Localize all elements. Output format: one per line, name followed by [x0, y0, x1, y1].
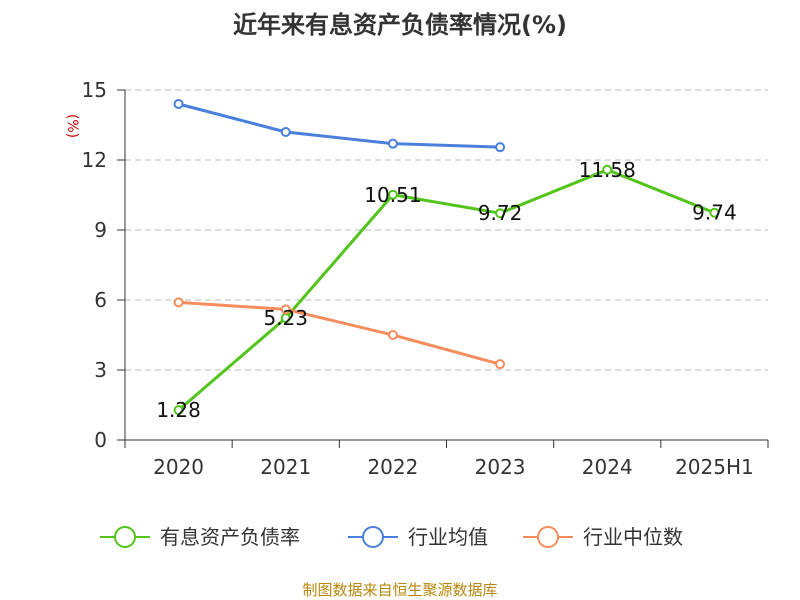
- series-line: [178, 102, 501, 149]
- y-tick-label: 12: [82, 148, 107, 172]
- data-label: 10.51: [364, 183, 421, 207]
- y-tick-label: 6: [94, 288, 107, 312]
- chart-title: 近年来有息资产负债率情况(%): [233, 11, 567, 39]
- legend-marker[interactable]: [114, 526, 136, 548]
- legend-label[interactable]: 行业均值: [408, 525, 488, 549]
- x-tick-label: 2020: [153, 455, 204, 479]
- x-tick-label: 2022: [367, 455, 418, 479]
- legend-label[interactable]: 有息资产负债率: [160, 525, 300, 549]
- axes: 0 3 6 9 12 15 2020 2021 2022 2023 2024 2025H1: [82, 78, 769, 479]
- data-point: [495, 208, 506, 219]
- y-tick-label: 0: [94, 428, 107, 452]
- data-point: [280, 304, 291, 315]
- source-note: 制图数据来自恒生聚源数据库: [302, 581, 497, 599]
- data-point: [495, 359, 506, 370]
- x-tick-label: 2025H1: [675, 455, 754, 479]
- data-label: 9.72: [478, 201, 523, 225]
- legend-label[interactable]: 行业中位数: [583, 525, 683, 549]
- y-axis-unit: (%): [64, 114, 80, 138]
- series-line: [177, 168, 715, 412]
- gridlines: [125, 89, 768, 371]
- data-label: 5.23: [263, 306, 308, 330]
- series-layer: [173, 99, 720, 416]
- data-point: [387, 138, 398, 149]
- data-label: 1.28: [156, 398, 201, 422]
- data-point: [387, 189, 398, 200]
- x-tick-label: 2024: [582, 455, 633, 479]
- data-point: [173, 297, 184, 308]
- y-tick-label: 3: [94, 358, 107, 382]
- y-tick-label: 15: [82, 78, 107, 102]
- x-tick-label: 2021: [260, 455, 311, 479]
- legend-marker[interactable]: [362, 526, 384, 548]
- data-label: 11.58: [579, 158, 636, 182]
- data-labels: 1.28 5.23 10.51 9.72 11.58 9.74: [156, 158, 736, 422]
- data-point: [602, 164, 613, 175]
- y-tick-label: 9: [94, 218, 107, 242]
- series-line: [178, 300, 501, 366]
- legend[interactable]: 有息资产负债率 行业均值 行业中位数: [100, 525, 683, 549]
- data-point: [387, 330, 398, 340]
- data-point: [173, 99, 184, 109]
- legend-marker[interactable]: [537, 526, 559, 548]
- data-point: [173, 405, 184, 416]
- data-point: [709, 207, 720, 218]
- x-tick-label: 2023: [475, 455, 526, 479]
- data-point: [280, 127, 291, 137]
- data-label: 9.74: [692, 201, 737, 225]
- data-point: [495, 142, 506, 153]
